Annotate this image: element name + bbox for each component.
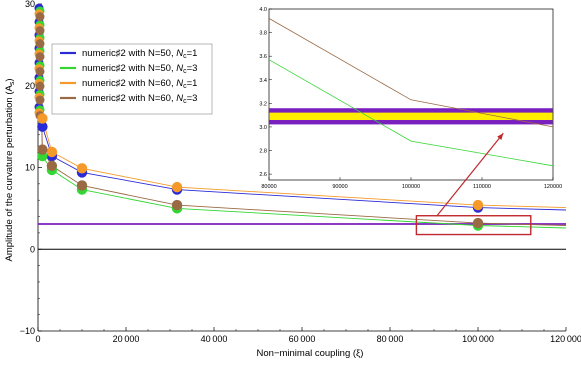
x-tick-label: 20 000 xyxy=(113,334,140,344)
x-tick-label: 60 000 xyxy=(289,334,316,344)
series-marker-4 xyxy=(35,81,45,91)
y-tick-label: 30 xyxy=(25,0,35,9)
y-tick-label: −10 xyxy=(20,326,35,336)
inset-y-tick-label: 3.6 xyxy=(259,54,267,60)
inset-reference-band xyxy=(269,110,553,123)
y-tick-label: 20 xyxy=(25,81,35,91)
y-axis-label-text: Amplitude of the curvature perturbation … xyxy=(4,84,15,261)
x-axis-label: Non−minimal coupling (ξ) xyxy=(257,348,364,359)
series-marker-4 xyxy=(171,199,183,211)
series-marker-4 xyxy=(35,26,45,36)
inset-y-tick-label: 3.8 xyxy=(259,31,267,37)
inset-x-tick-label: 80000 xyxy=(261,184,276,190)
inset-x-tick-label: 110000 xyxy=(473,184,491,190)
inset-x-tick-label: 100000 xyxy=(402,184,420,190)
legend-label-1: numeric♯2 with N=50, Nc=1 xyxy=(82,48,197,60)
y-axis-label-close: ) xyxy=(4,78,15,81)
y-axis-label: Amplitude of the curvature perturbation … xyxy=(4,78,16,261)
x-tick-label: 80 000 xyxy=(377,334,404,344)
inset-y-tick-label: 2.6 xyxy=(259,172,267,178)
inset-line-2 xyxy=(268,59,554,167)
series-marker-4 xyxy=(46,160,58,172)
series-marker-4 xyxy=(37,144,48,155)
highlight-box xyxy=(415,215,532,236)
inset-frame xyxy=(268,8,554,181)
zoom-arrow-head xyxy=(497,133,504,141)
series-marker-3 xyxy=(472,199,484,211)
zoom-arrow xyxy=(436,132,504,217)
series-marker-3 xyxy=(76,163,88,174)
series-marker-4 xyxy=(35,52,45,62)
y-tick-label: 0 xyxy=(30,244,35,254)
inset-plot: 2.6 2.8 3.0 3.2 3.4 3.6 3.8 4.0 80000 90000 100000… xyxy=(259,7,562,217)
y-tick-label: 10 xyxy=(25,163,35,173)
inset-y-tick-label: 3.2 xyxy=(259,101,267,107)
x-tick-label: 100 000 xyxy=(462,334,494,344)
inset-x-tick-label: 90000 xyxy=(332,184,347,190)
x-tick-label: 0 xyxy=(35,334,40,344)
series-marker-4 xyxy=(35,66,45,76)
series-marker-4 xyxy=(35,12,45,22)
series-marker-4 xyxy=(35,39,45,49)
legend-label-3: numeric♯2 with N=60, Nc=1 xyxy=(82,78,197,90)
x-tick-label: 40 000 xyxy=(201,334,228,344)
inset-line-1 xyxy=(268,18,554,128)
series-marker-4 xyxy=(472,217,484,229)
legend: numeric♯2 with N=50, Nc=1 numeric♯2 with … xyxy=(51,43,213,115)
inset-x-tick-label: 120000 xyxy=(544,184,562,190)
legend-box xyxy=(51,43,213,115)
y-axis-label-subscript: s xyxy=(9,81,16,85)
legend-label-2: numeric♯2 with N=50, Nc=3 xyxy=(82,63,197,75)
series-marker-3 xyxy=(171,181,183,193)
series-marker-1 xyxy=(37,121,48,132)
series-marker-3 xyxy=(46,146,58,158)
inset-y-tick-label: 4.0 xyxy=(259,7,267,13)
inset-reference-line-lower xyxy=(269,120,553,125)
inset-y-tick-label: 2.8 xyxy=(259,149,267,155)
series-marker-3 xyxy=(37,113,48,124)
inset-reference-line-upper xyxy=(269,108,553,113)
inset-y-tick-label: 3.4 xyxy=(259,78,267,84)
legend-label-4: numeric♯2 with N=60, Nc=3 xyxy=(82,93,197,105)
series-marker-4 xyxy=(35,95,45,105)
series-line-3 xyxy=(41,118,567,209)
x-tick-label: 120 000 xyxy=(550,334,581,344)
inset-y-tick-label: 3.0 xyxy=(259,125,267,131)
series-marker-4 xyxy=(76,180,88,191)
